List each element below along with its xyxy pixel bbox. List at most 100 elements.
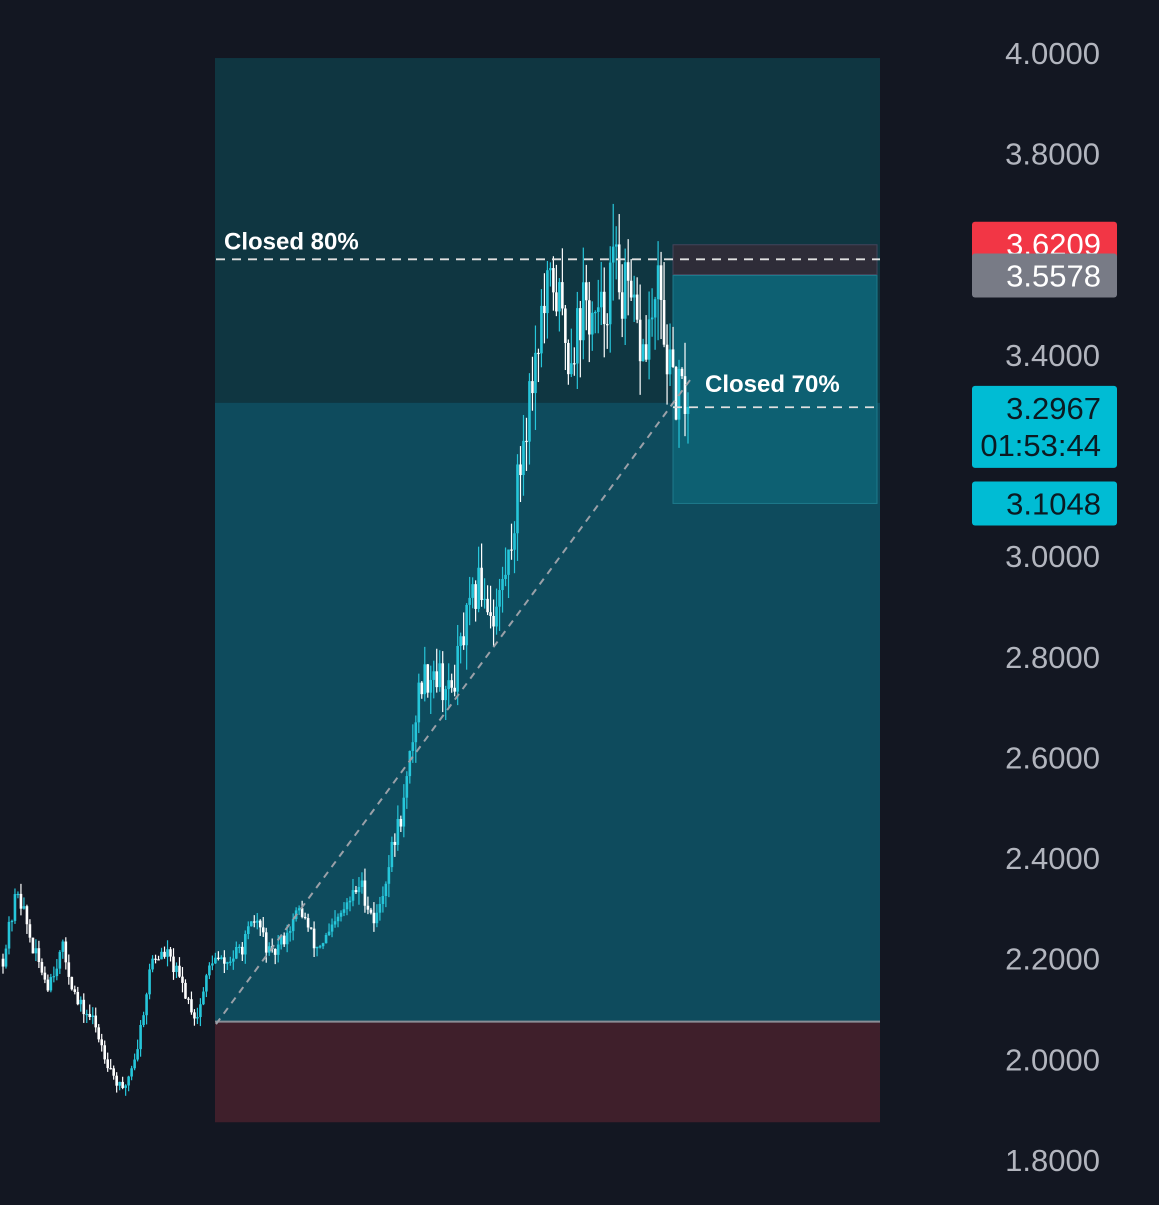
candle-body[interactable] <box>629 280 633 298</box>
candle-body[interactable] <box>58 951 62 969</box>
candle-body[interactable] <box>112 1068 115 1076</box>
candle-body[interactable] <box>235 947 238 959</box>
candle-body[interactable] <box>611 246 615 263</box>
candle-body[interactable] <box>552 268 555 293</box>
candle-body[interactable] <box>339 912 343 917</box>
candle-body[interactable] <box>582 282 585 341</box>
candle-body[interactable] <box>402 797 406 827</box>
candle-body[interactable] <box>264 932 268 953</box>
candle-body[interactable] <box>88 1013 92 1017</box>
candle-body[interactable] <box>540 305 543 354</box>
candle-body[interactable] <box>617 244 621 293</box>
candle-body[interactable] <box>393 841 397 845</box>
candle-body[interactable] <box>480 567 483 601</box>
candle-body[interactable] <box>184 982 187 999</box>
candle-body[interactable] <box>525 440 528 443</box>
candle-body[interactable] <box>543 305 546 314</box>
candle-body[interactable] <box>148 969 151 995</box>
candle-body[interactable] <box>429 679 433 693</box>
candle-body[interactable] <box>656 265 660 300</box>
candle-body[interactable] <box>468 597 471 605</box>
candle-body[interactable] <box>531 381 534 394</box>
candle-body[interactable] <box>558 282 561 312</box>
candle-body[interactable] <box>584 282 588 301</box>
candle-body[interactable] <box>163 951 166 957</box>
candle-body[interactable] <box>55 968 59 977</box>
candle-body[interactable] <box>267 946 271 953</box>
candle-body[interactable] <box>435 671 439 688</box>
candle-body[interactable] <box>644 344 648 360</box>
candle-body[interactable] <box>202 991 205 1005</box>
candle-body[interactable] <box>653 299 657 318</box>
candle-body[interactable] <box>570 363 573 375</box>
candle-body[interactable] <box>142 1015 145 1026</box>
candle-body[interactable] <box>579 308 582 341</box>
candle-body[interactable] <box>555 292 558 312</box>
candle-body[interactable] <box>85 1013 89 1016</box>
candle-body[interactable] <box>73 989 77 992</box>
candle-body[interactable] <box>76 991 80 1005</box>
candle-body[interactable] <box>127 1076 130 1086</box>
candle-body[interactable] <box>169 949 172 957</box>
candle-body[interactable] <box>432 671 436 680</box>
candle-body[interactable] <box>199 1004 202 1018</box>
candle-body[interactable] <box>190 999 193 1013</box>
candle-body[interactable] <box>223 957 226 964</box>
candle-body[interactable] <box>683 376 687 414</box>
candle-body[interactable] <box>665 344 669 375</box>
candle-body[interactable] <box>474 584 477 609</box>
candle-body[interactable] <box>276 944 280 955</box>
candle-body[interactable] <box>489 612 492 616</box>
candle-body[interactable] <box>205 975 208 992</box>
candle-body[interactable] <box>49 977 53 991</box>
candle-body[interactable] <box>139 1025 142 1050</box>
candle-body[interactable] <box>115 1075 118 1086</box>
candle-body[interactable] <box>366 905 370 910</box>
candle-body[interactable] <box>106 1059 109 1069</box>
candle-body[interactable] <box>369 909 373 913</box>
candle-body[interactable] <box>590 312 594 335</box>
candle-body[interactable] <box>671 349 675 367</box>
candle-body[interactable] <box>118 1081 121 1086</box>
candle-body[interactable] <box>453 687 456 692</box>
candle-body[interactable] <box>650 317 654 320</box>
candle-body[interactable] <box>258 920 262 928</box>
candle-body[interactable] <box>596 307 600 312</box>
candle-body[interactable] <box>375 912 379 924</box>
candle-body[interactable] <box>61 941 65 952</box>
candle-body[interactable] <box>82 999 86 1015</box>
candle-body[interactable] <box>64 941 68 963</box>
candle-body[interactable] <box>333 921 337 925</box>
candle-body[interactable] <box>109 1068 112 1070</box>
long-target-zone[interactable] <box>215 402 880 1022</box>
candle-body[interactable] <box>321 943 325 947</box>
candle-body[interactable] <box>638 319 642 362</box>
candle-body[interactable] <box>34 948 38 954</box>
trend-projection-line[interactable] <box>215 379 691 1025</box>
candle-body[interactable] <box>456 645 459 692</box>
candle-body[interactable] <box>486 598 489 613</box>
candle-body[interactable] <box>501 579 504 591</box>
candle-body[interactable] <box>674 366 678 420</box>
candle-body[interactable] <box>626 262 630 281</box>
candle-body[interactable] <box>154 958 157 960</box>
candle-body[interactable] <box>252 921 256 923</box>
candle-body[interactable] <box>52 976 56 978</box>
candle-body[interactable] <box>327 931 331 935</box>
candle-body[interactable] <box>354 890 358 893</box>
candle-body[interactable] <box>441 663 445 701</box>
candle-body[interactable] <box>387 867 391 884</box>
candle-body[interactable] <box>97 1027 101 1040</box>
candle-body[interactable] <box>282 935 286 945</box>
candle-body[interactable] <box>145 994 148 1016</box>
candle-body[interactable] <box>608 262 612 325</box>
candle-body[interactable] <box>599 291 603 308</box>
candle-body[interactable] <box>40 962 44 973</box>
candle-body[interactable] <box>662 299 666 345</box>
candle-body[interactable] <box>342 909 346 913</box>
candle-body[interactable] <box>641 344 645 362</box>
candle-body[interactable] <box>193 1012 196 1019</box>
candle-body[interactable] <box>510 549 513 551</box>
candle-body[interactable] <box>124 1085 127 1088</box>
